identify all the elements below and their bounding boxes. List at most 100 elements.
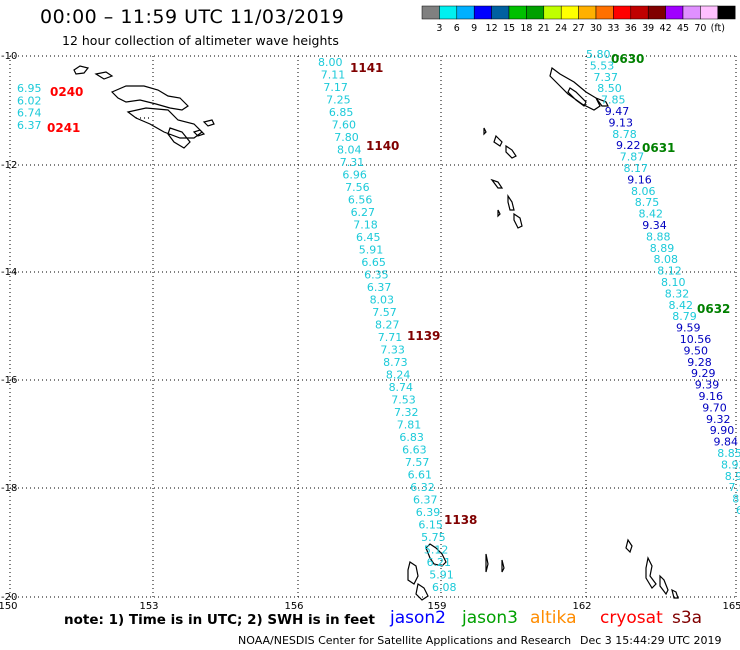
satellite-jason2: jason2	[390, 608, 446, 628]
color-tick-label: 36	[625, 23, 637, 34]
wave-height-value: 8.24	[386, 369, 411, 382]
coastlines	[73, 65, 679, 601]
wave-height-value: 8.08	[654, 253, 679, 266]
wave-height-value: 6.74	[17, 107, 42, 120]
wave-height-value: 8.06	[631, 185, 656, 198]
wave-height-value: 6.65	[361, 256, 386, 269]
wave-height-value: 7.56	[345, 181, 370, 194]
wave-height-value: 7.80	[334, 131, 359, 144]
coastline-vanuatu-1	[490, 178, 523, 229]
wave-height-value: 7.53	[391, 394, 416, 407]
wave-height-value: 5.75	[421, 531, 446, 544]
wave-height-value: 6.83	[399, 431, 424, 444]
coastline-new-guinea	[73, 65, 203, 149]
color-tick-label: 15	[503, 23, 515, 34]
units-note: note: 1) Time is in UTC; 2) SWH is in fe…	[64, 612, 375, 628]
color-tick-label: 39	[642, 23, 654, 34]
color-tick-label: 9	[471, 23, 477, 34]
coastline-islands-1	[192, 119, 215, 137]
wave-height-map: 150 153 156 159 162 165-10-12-14-16-18-20 8.0…	[0, 48, 740, 610]
wave-height-value: 6.21	[427, 556, 452, 569]
satellite-cryosat: cryosat	[600, 608, 663, 628]
pass-time-label: 0631	[642, 141, 675, 155]
wave-height-value: 9.16	[627, 173, 652, 186]
longitude-label: 162	[572, 601, 591, 610]
coastline-islands-3	[485, 538, 679, 599]
wave-height-value: 9.22	[616, 139, 641, 152]
wave-height-value: 8.89	[650, 242, 675, 255]
generation-timestamp: Dec 3 15:44:29 UTC 2019	[580, 634, 722, 647]
longitude-label: 156	[284, 601, 303, 610]
wave-height-value: 9.70	[702, 401, 727, 414]
wave-height-value: 9.39	[695, 379, 720, 392]
wave-height-value: 6.96	[342, 169, 367, 182]
wave-height-value: 7.31	[340, 156, 365, 169]
longitude-label: 153	[139, 601, 158, 610]
wave-height-tracks: 8.007.117.177.256.857.607.808.047.316.96…	[17, 48, 740, 594]
wave-height-value: 8.50	[597, 82, 622, 95]
color-tick-label: 18	[520, 23, 532, 34]
wave-height-value: 10.56	[680, 333, 712, 346]
color-tick-label: 12	[486, 23, 498, 34]
wave-height-value: 9.84	[714, 436, 739, 449]
wave-height-value: 7.37	[594, 71, 619, 84]
wave-height-value: 8.03	[370, 294, 395, 307]
color-tick-label: 24	[555, 23, 567, 34]
longitude-label: 165	[722, 601, 740, 610]
grid	[9, 55, 737, 598]
coastline-solomons	[549, 66, 609, 111]
wave-height-value: 8.17	[624, 162, 649, 175]
wave-height-value: 8.04	[337, 144, 362, 157]
color-tick-label: (ft)	[711, 23, 725, 34]
latitude-label: -10	[1, 51, 17, 62]
pass-time-label: 0240	[50, 85, 83, 99]
color-tick-label: 42	[660, 23, 672, 34]
wave-height-value: 6.95	[17, 82, 42, 95]
wave-height-value: 9.32	[706, 413, 731, 426]
wave-height-value: 9.59	[676, 322, 701, 335]
wave-height-value: 7.25	[326, 94, 351, 107]
wave-height-value: 9.29	[691, 367, 716, 380]
wave-height-value: 6.37	[17, 119, 42, 132]
wave-height-value: 5.80	[586, 48, 611, 61]
wave-height-value: 5.91	[359, 244, 384, 257]
wave-height-value: 8.10	[661, 276, 686, 289]
wave-height-value: 8.78	[612, 128, 637, 141]
color-tick-label: 3	[436, 23, 442, 34]
wave-height-value: 6.15	[418, 519, 443, 532]
wave-height-value: 6.08	[432, 581, 457, 594]
credit-line: NOAA/NESDIS Center for Satellite Applica…	[238, 634, 572, 647]
coastline-new-caledonia	[407, 543, 447, 601]
wave-height-value: 7.33	[380, 344, 405, 357]
wave-height-value: 8.92	[721, 458, 740, 471]
wave-height-value: 6.32	[410, 481, 435, 494]
wave-height-value: 8.79	[672, 310, 697, 323]
coastline-islands-2	[483, 127, 517, 159]
wave-height-value: 8.27	[375, 319, 400, 332]
wave-height-value: 8.42	[669, 299, 694, 312]
pass-time-label: 1138	[444, 513, 477, 527]
wave-height-value: 6.35	[364, 269, 389, 282]
map-subtitle: 12 hour collection of altimeter wave hei…	[62, 33, 339, 48]
pass-time-label: 0630	[611, 52, 644, 66]
wave-height-value: 9.28	[687, 356, 712, 369]
wave-height-value: 5.91	[429, 569, 454, 582]
satellite-s3a: s3a	[672, 608, 703, 628]
wave-height-value: 8.88	[646, 230, 671, 243]
pass-time-label: 1139	[407, 329, 440, 343]
wave-height-value: 6.63	[402, 444, 427, 457]
color-tick-label: 21	[538, 23, 550, 34]
wave-height-value: 7.85	[601, 94, 626, 107]
wave-height-value: 7.9	[729, 481, 740, 494]
color-tick-label: 27	[573, 23, 585, 34]
color-tick-label: 45	[677, 23, 689, 34]
wave-height-value: 8.42	[639, 208, 664, 221]
wave-height-value: 6.61	[408, 469, 433, 482]
wave-height-value: 6.39	[416, 506, 441, 519]
wave-height-value: 9.34	[642, 219, 667, 232]
longitude-label: 150	[0, 601, 18, 610]
pass-time-labels: 1141 1140 1139 1138 0630 0631 0632 0240 0241	[47, 52, 730, 527]
latitude-label: -12	[1, 160, 17, 171]
wave-height-value: 7.87	[620, 151, 645, 164]
wave-height-value: 7.81	[397, 419, 422, 432]
